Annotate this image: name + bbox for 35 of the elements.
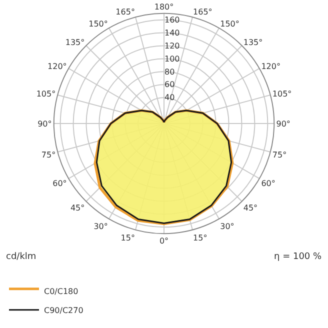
- legend-label: C90/C270: [44, 306, 84, 315]
- legend-label: C0/C180: [44, 286, 78, 296]
- spoke-label: 165°: [193, 7, 212, 16]
- spoke-label: 15°: [120, 233, 135, 242]
- spoke-label: 75°: [272, 150, 287, 160]
- y-tick-label: 40: [164, 93, 175, 102]
- spoke-label: 0°: [159, 236, 169, 246]
- spoke-label: 165°: [116, 7, 135, 16]
- y-tick-label: 100: [164, 54, 180, 64]
- spoke-label: 60°: [261, 179, 276, 188]
- spoke-label: 150°: [88, 19, 108, 28]
- text: cd/klm: [6, 252, 36, 262]
- spoke-label: 45°: [70, 203, 85, 212]
- y-tick-label: 140: [164, 28, 180, 38]
- spoke-label: 120°: [48, 62, 67, 71]
- spoke-label: 150°: [220, 19, 240, 28]
- spoke-label: 30°: [94, 222, 108, 232]
- spoke-label: 105°: [36, 90, 56, 99]
- spoke-label: 60°: [52, 179, 67, 188]
- spoke-label: 90°: [38, 119, 52, 128]
- y-tick-label: 60: [164, 80, 175, 90]
- spoke-label: 120°: [261, 62, 280, 71]
- spoke-label: 105°: [272, 90, 292, 99]
- spoke-label: 90°: [276, 119, 290, 128]
- spoke-label: 45°: [243, 203, 258, 212]
- y-tick-label: 120: [164, 41, 180, 50]
- spoke-label: 30°: [220, 222, 234, 232]
- spoke-label: 15°: [193, 233, 208, 242]
- spoke-label: 75°: [41, 150, 56, 160]
- spoke-label: 135°: [243, 38, 263, 47]
- text: η = 100 %: [274, 252, 322, 262]
- spoke-label: 135°: [65, 38, 85, 47]
- spoke-label: 180°: [154, 2, 174, 12]
- y-tick-label: 80: [164, 67, 175, 76]
- y-tick-label: 160: [164, 15, 180, 24]
